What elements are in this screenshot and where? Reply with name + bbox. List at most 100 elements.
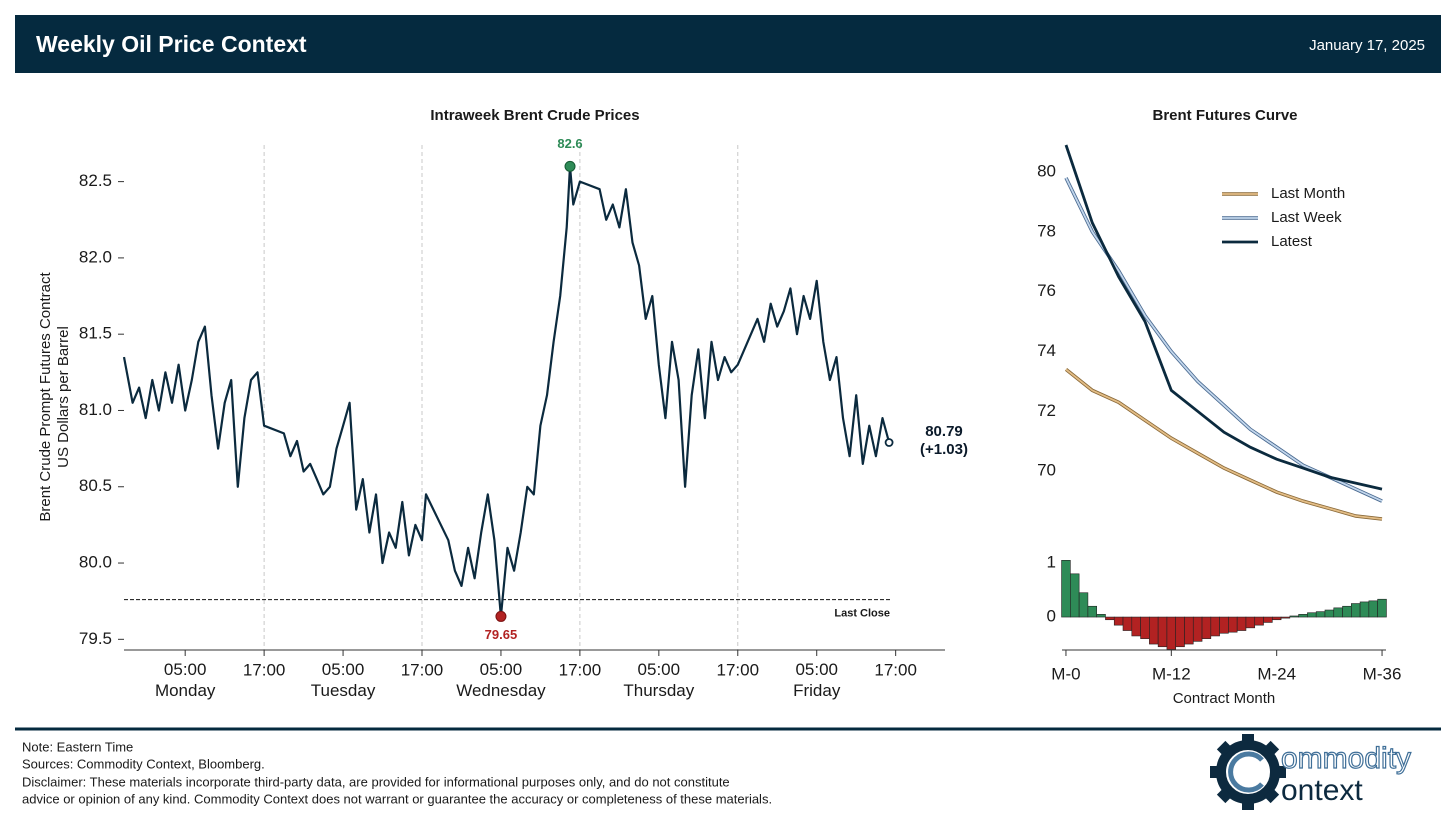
bar	[1351, 603, 1361, 618]
footer-disclaimer: advice or opinion of any kind. Commodity…	[22, 791, 772, 806]
curve-line	[1065, 368, 1383, 520]
last-close-label: Last Close	[834, 608, 890, 620]
bar	[1070, 573, 1080, 618]
x-tick-label: 05:00 Thursday	[623, 660, 694, 700]
bar	[1192, 616, 1203, 642]
logo-text-top: ommodity	[1281, 742, 1411, 775]
header-title: Weekly Oil Price Context	[36, 31, 307, 57]
curve-line	[1064, 144, 1383, 491]
x-tick-label: 05:00 Friday	[793, 660, 841, 700]
bar	[1298, 614, 1308, 618]
x-tick-label: M-12	[1152, 664, 1191, 683]
x-tick-label: M-24	[1257, 664, 1296, 683]
y-tick-label: 0	[1047, 607, 1056, 626]
x-tick-label: M-36	[1363, 664, 1402, 683]
last-marker	[884, 438, 894, 447]
bar	[1219, 616, 1229, 634]
bar	[1368, 600, 1378, 618]
y-tick-label: 81.5	[79, 324, 112, 343]
bar	[1236, 616, 1247, 631]
max-marker	[564, 160, 576, 172]
bar	[1377, 598, 1387, 618]
bar	[1113, 616, 1124, 626]
y-axis-label: US Dollars per Barrel	[55, 326, 72, 468]
bar	[1280, 616, 1291, 619]
bar	[1166, 616, 1177, 650]
y-tick-label: 72	[1037, 401, 1056, 420]
chart-title: Intraweek Brent Crude Prices	[430, 107, 639, 124]
bar	[1149, 616, 1159, 645]
x-tick-label: 05:00 Tuesday	[311, 660, 376, 700]
change-label: (+1.03)	[920, 441, 968, 458]
y-tick-label: 80.0	[79, 553, 112, 572]
footer-note: Note: Eastern Time	[22, 739, 133, 754]
min-marker	[495, 610, 507, 622]
y-tick-label: 79.5	[79, 629, 112, 648]
bar	[1122, 616, 1133, 631]
bar	[1105, 616, 1115, 621]
x-tick-label: 17:00	[243, 660, 286, 679]
header-date: January 17, 2025	[1309, 37, 1425, 54]
bar	[1078, 592, 1089, 618]
max-label: 82.6	[557, 136, 582, 151]
y-tick-label: 81.0	[79, 400, 112, 419]
bar	[1140, 616, 1150, 639]
y-tick-label: 80	[1037, 161, 1056, 180]
logo: ommodity ontext	[1210, 734, 1412, 810]
y-tick-label: 70	[1037, 461, 1056, 480]
curve-edge	[1064, 368, 1383, 521]
x-tick-label: 17:00	[874, 660, 917, 679]
y-tick-label: 74	[1037, 341, 1056, 360]
x-tick-label: 17:00	[559, 660, 602, 679]
bar	[1061, 560, 1071, 618]
logo-gear	[1210, 734, 1286, 810]
logo-text-bottom: ontext	[1281, 774, 1363, 807]
y-tick-label: 76	[1037, 281, 1056, 300]
y-tick-label: 78	[1037, 221, 1056, 240]
bar	[1096, 614, 1106, 618]
x-tick-label: 05:00 Wednesday	[456, 660, 546, 700]
curve-line	[1065, 177, 1383, 502]
x-tick-label: M-0	[1051, 664, 1080, 683]
bar	[1315, 611, 1326, 618]
y-tick-label: 80.5	[79, 476, 112, 495]
bar	[1184, 616, 1194, 645]
x-axis-label: Contract Month	[1173, 690, 1276, 707]
y-tick-label: 1	[1047, 553, 1056, 572]
x-tick-label: 17:00	[717, 660, 760, 679]
bar	[1245, 616, 1256, 629]
footer-sources: Sources: Commodity Context, Bloomberg.	[22, 756, 265, 771]
bar	[1175, 616, 1185, 648]
y-axis-label: Brent Crude Prompt Futures Contract	[37, 272, 54, 522]
bar	[1271, 616, 1282, 621]
y-tick-label: 82.0	[79, 247, 112, 266]
bar	[1359, 601, 1370, 618]
bar	[1289, 615, 1299, 618]
header-bar	[15, 15, 1441, 73]
bar	[1157, 616, 1168, 648]
bar	[1342, 605, 1352, 618]
bar	[1307, 612, 1317, 618]
bar	[1131, 616, 1141, 637]
bar	[1324, 609, 1335, 618]
bar	[1210, 616, 1220, 637]
legend-label: Last Week	[1271, 209, 1342, 226]
bar	[1087, 605, 1097, 618]
bar	[1201, 616, 1212, 639]
legend-label: Last Month	[1271, 185, 1345, 202]
min-label: 79.65	[485, 627, 518, 642]
bar	[1333, 607, 1343, 618]
curve-edge	[1064, 177, 1383, 503]
price-line	[122, 165, 891, 618]
bar	[1263, 616, 1273, 623]
chart-title: Brent Futures Curve	[1152, 107, 1297, 124]
y-tick-label: 82.5	[79, 171, 112, 190]
x-tick-label: 05:00 Monday	[155, 660, 216, 700]
bar	[1254, 616, 1264, 626]
x-tick-label: 17:00	[401, 660, 444, 679]
footer-disclaimer: Disclaimer: These materials incorporate …	[22, 774, 730, 789]
last-value-label: 80.79	[925, 423, 963, 440]
bar	[1228, 616, 1238, 633]
